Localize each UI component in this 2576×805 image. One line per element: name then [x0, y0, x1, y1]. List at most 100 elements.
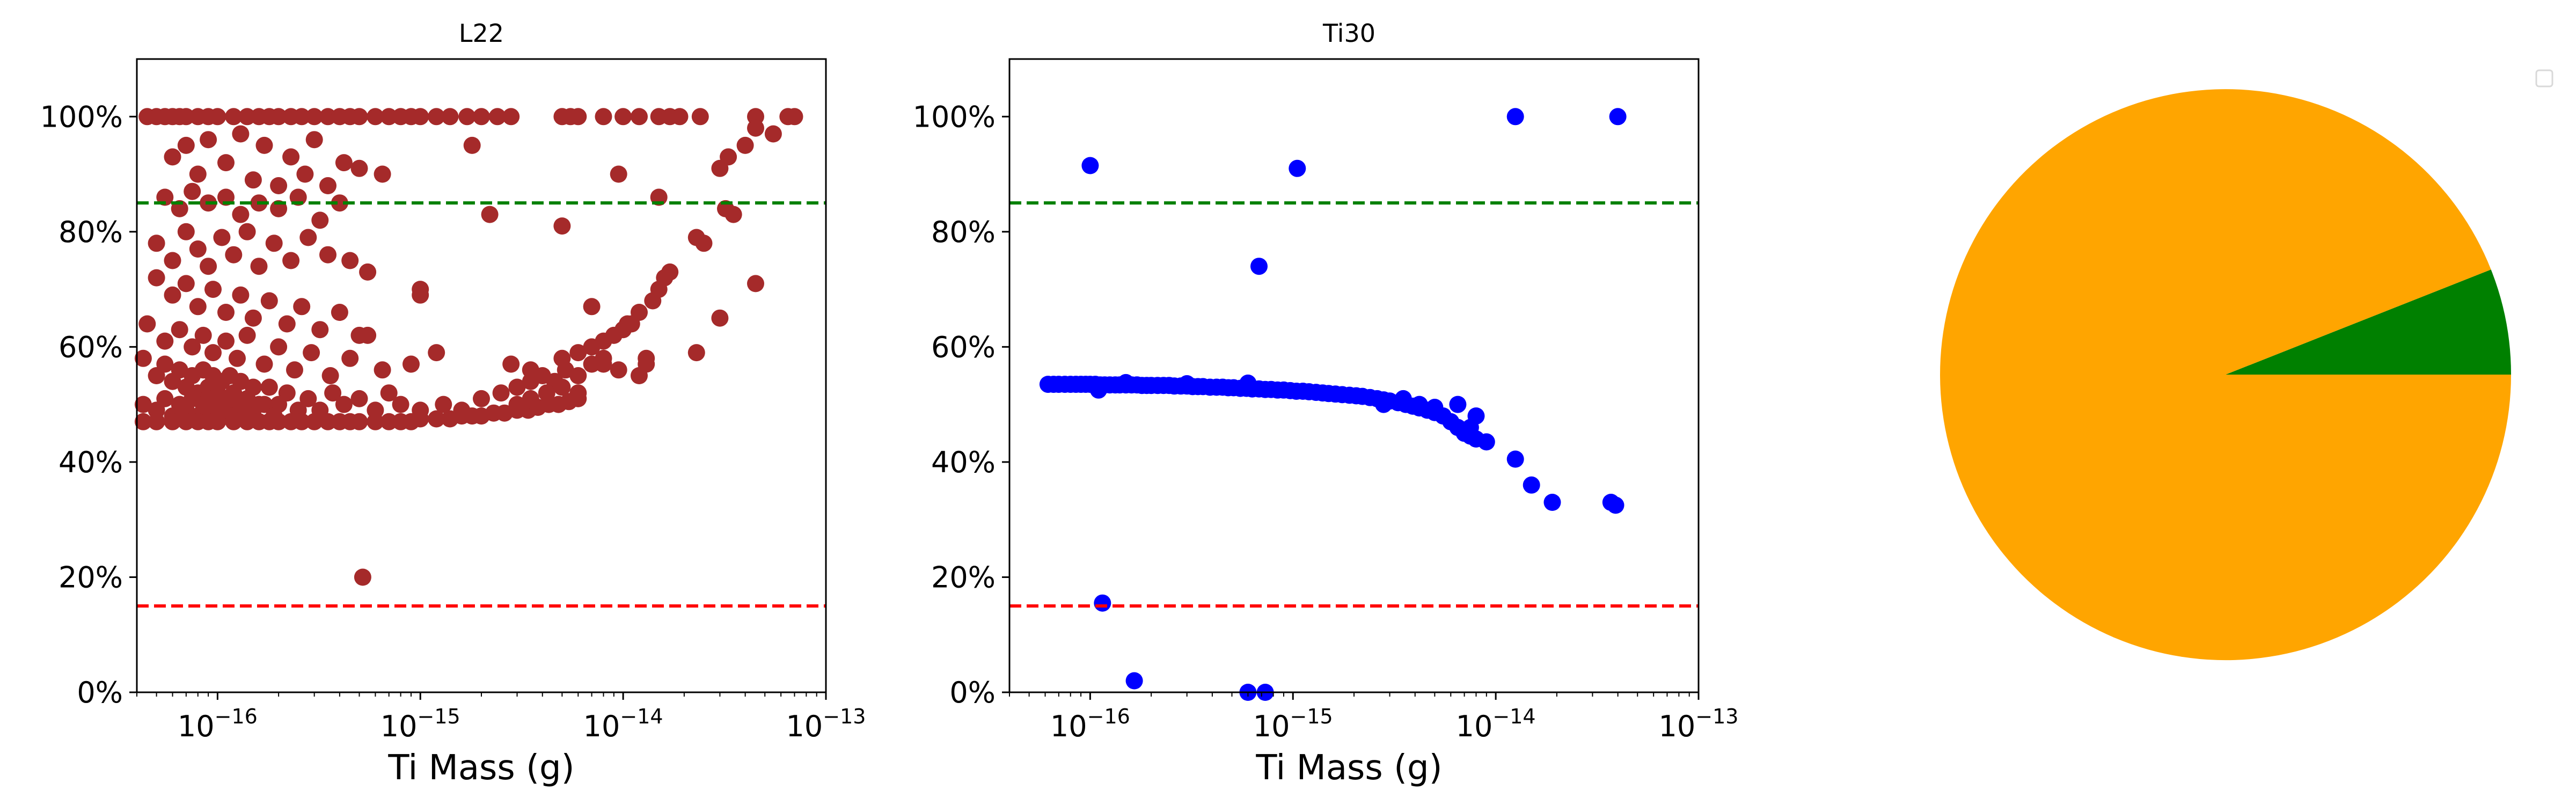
scatter-point — [1090, 381, 1107, 399]
scatter-point — [156, 355, 174, 373]
scatter-point — [764, 125, 782, 143]
scatter-point — [321, 367, 339, 384]
scatter-point — [367, 413, 384, 430]
scatter-point — [374, 361, 391, 379]
scatter-point — [1081, 157, 1099, 174]
scatter-point — [595, 349, 612, 367]
scatter-point — [305, 108, 323, 126]
scatter-point — [473, 108, 490, 126]
scatter-point — [134, 396, 152, 413]
scatter-point — [354, 568, 371, 586]
scatter-point — [380, 384, 398, 402]
scatter-point — [341, 252, 359, 269]
x-tick-label: 10−13 — [786, 705, 866, 743]
x-axis-ti30: 10−16 10−15 10−14 10−13 — [1009, 692, 1738, 743]
scatter-point — [610, 361, 627, 379]
scatter-point — [1410, 396, 1428, 413]
scatter-point — [553, 378, 571, 396]
scatter-point — [671, 108, 689, 126]
x-tick-label: 10−14 — [1456, 705, 1536, 743]
scatter-point — [293, 413, 311, 430]
scatter-point — [644, 292, 662, 310]
scatter-point — [1250, 258, 1268, 275]
scatter-point — [1523, 476, 1540, 494]
y-tick-label: 0% — [949, 676, 996, 709]
scatter-point — [319, 413, 336, 430]
y-tick-label: 60% — [931, 330, 996, 364]
scatter-point — [225, 246, 243, 264]
scatter-point — [335, 154, 353, 172]
scatter-point — [293, 298, 311, 316]
scatter-point — [1477, 433, 1495, 451]
y-tick-label: 80% — [58, 215, 123, 249]
scatter-point — [631, 108, 648, 126]
x-tick-label: 10−16 — [1050, 705, 1130, 743]
scatter-point — [255, 396, 273, 413]
scatter-point — [1375, 396, 1393, 413]
scatter-point — [278, 384, 296, 402]
scatter-point — [1506, 450, 1524, 468]
scatter-points-l22 — [134, 108, 803, 586]
scatter-point — [553, 217, 571, 235]
scatter-point — [1607, 496, 1624, 514]
scatter-point — [177, 275, 195, 292]
scatter-point — [350, 390, 368, 407]
scatter-point — [473, 390, 490, 407]
scatter-point — [177, 413, 195, 430]
scatter-point — [303, 344, 320, 362]
panel-title-l22: L22 — [459, 19, 504, 48]
scatter-point — [1094, 594, 1111, 612]
scatter-point — [402, 355, 420, 373]
y-tick-label: 20% — [931, 560, 996, 594]
scatter-point — [184, 338, 201, 356]
scatter-point — [412, 108, 429, 126]
scatter-point — [189, 240, 207, 258]
scatter-point — [747, 119, 764, 137]
pie-slice — [2226, 269, 2511, 375]
scatter-point — [217, 154, 235, 172]
scatter-point — [492, 384, 510, 402]
x-tick-label: 10−15 — [380, 705, 460, 743]
scatter-point — [134, 413, 152, 430]
scatter-point — [299, 229, 317, 246]
scatter-point — [148, 235, 165, 252]
scatter-point — [1449, 396, 1467, 413]
scatter-point — [319, 246, 336, 264]
scatter-point — [367, 108, 384, 126]
x-axis-label-l22: Ti Mass (g) — [387, 748, 574, 788]
scatter-point — [189, 165, 207, 183]
scatter-point — [502, 108, 520, 126]
scatter-point — [189, 298, 207, 316]
scatter-point — [1125, 672, 1143, 690]
scatter-point — [270, 177, 288, 194]
scatter-point — [156, 332, 174, 350]
scatter-point — [1609, 108, 1627, 126]
scatter-point — [428, 108, 445, 126]
scatter-point — [225, 108, 243, 126]
scatter-point — [508, 378, 526, 396]
scatter-point — [1506, 108, 1524, 126]
scatter-point — [331, 194, 348, 212]
scatter-point — [299, 390, 317, 407]
scatter-point — [260, 292, 278, 310]
scatter-point — [209, 108, 226, 126]
scatter-point — [481, 206, 499, 223]
scatter-point — [569, 367, 587, 384]
scatter-point — [282, 148, 300, 166]
scatter-point — [569, 344, 587, 362]
x-axis-label-ti30: Ti Mass (g) — [1255, 748, 1442, 788]
scatter-point — [1543, 494, 1561, 511]
scatter-point — [335, 396, 353, 413]
scatter-point — [1426, 399, 1444, 416]
scatter-point — [229, 349, 246, 367]
scatter-point — [217, 332, 235, 350]
pie-panel — [1940, 69, 2553, 661]
scatter-point — [691, 108, 709, 126]
scatter-point — [232, 206, 250, 223]
scatter-point — [177, 223, 195, 240]
x-tick-label: 10−15 — [1253, 705, 1333, 743]
legend-box — [2535, 69, 2553, 87]
scatter-point — [1394, 390, 1412, 407]
scatter-point — [488, 108, 506, 126]
scatter-point — [164, 286, 181, 304]
